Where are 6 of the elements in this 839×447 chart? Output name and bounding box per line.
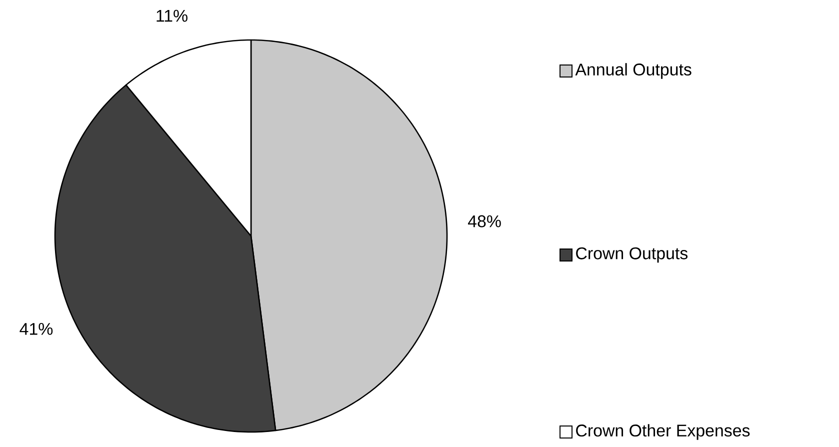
legend-label: Crown Outputs [576,247,688,263]
data-label: 48% [468,215,501,228]
data-label: 41% [20,323,53,335]
data-label: 11% [156,10,188,22]
legend-label: Crown Other Expenses [576,424,750,440]
legend-label: Annual Outputs [575,63,692,79]
